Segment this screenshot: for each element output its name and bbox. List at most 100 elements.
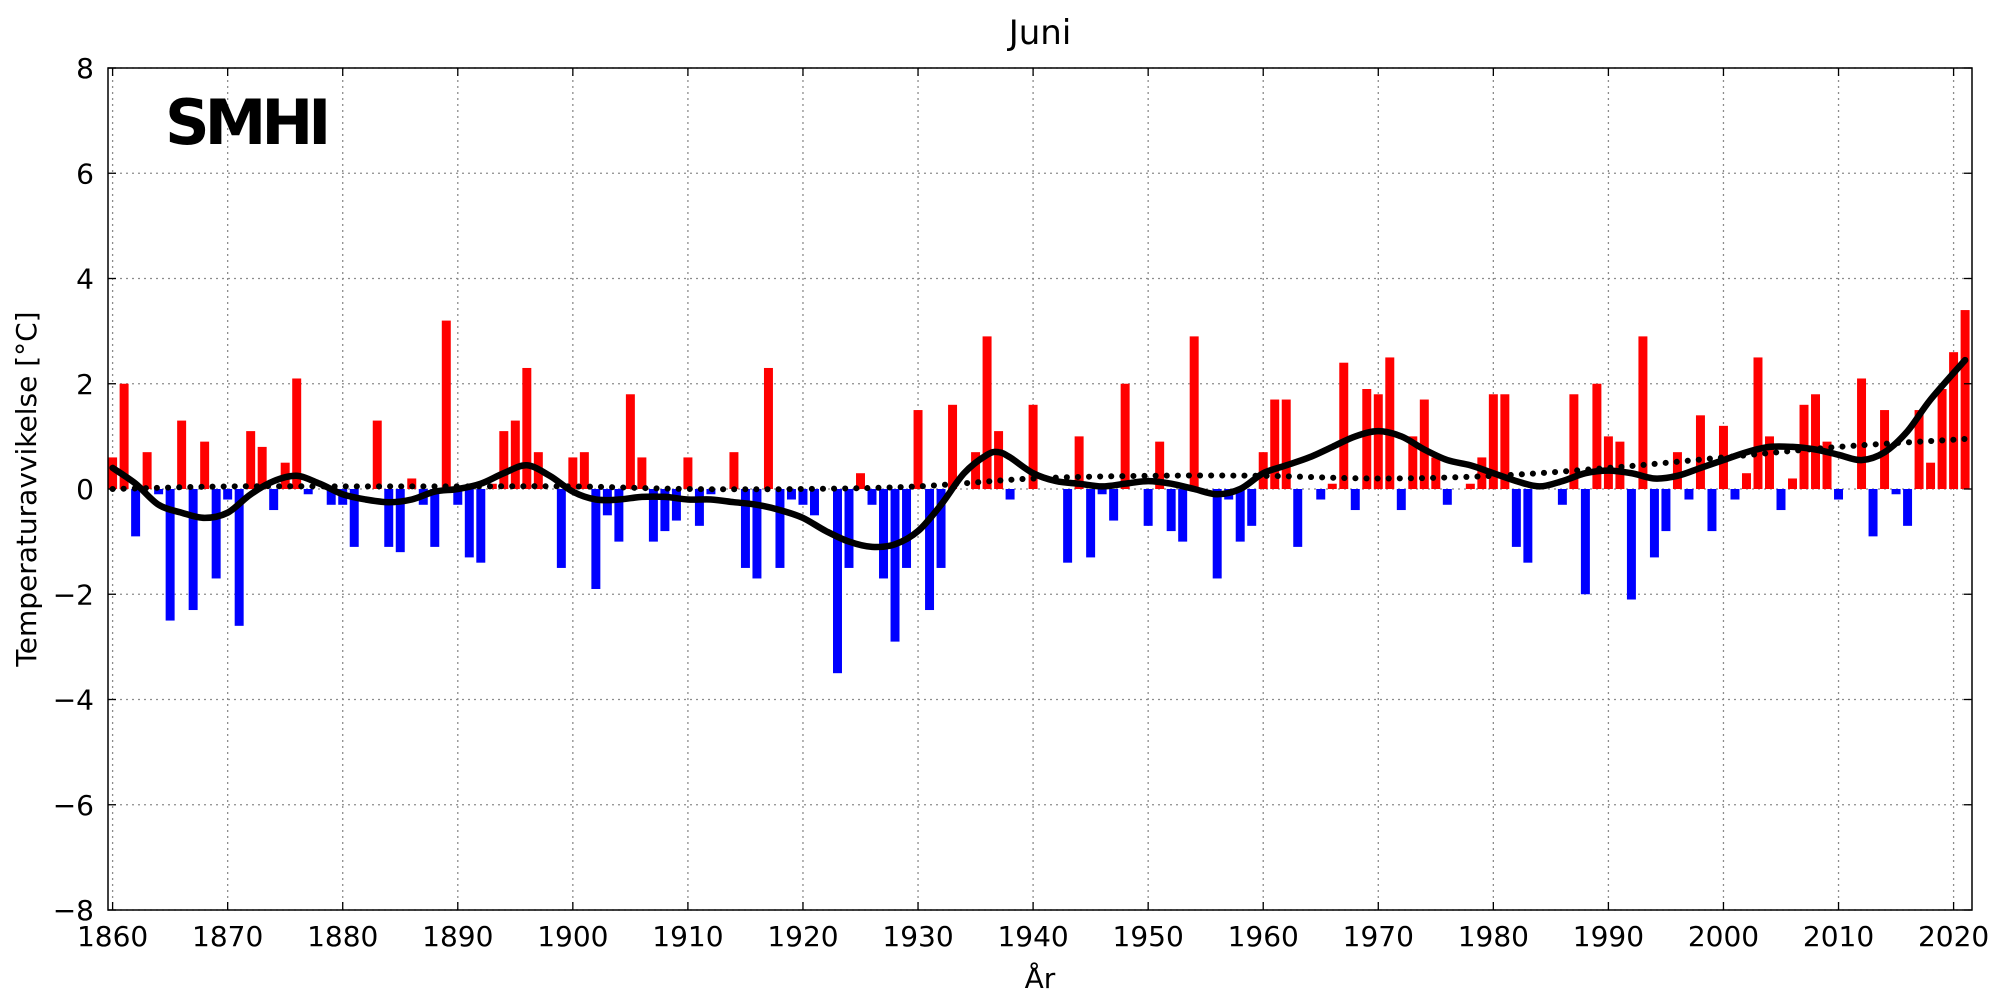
bar-negative [890, 489, 900, 642]
x-tick-label: 1980 [1458, 920, 1529, 953]
x-tick-label: 1940 [997, 920, 1068, 953]
x-tick-label: 1860 [77, 920, 148, 953]
bar-negative [1707, 489, 1717, 532]
bar-negative [867, 489, 877, 505]
x-tick-label: 1920 [767, 920, 838, 953]
bar-negative [1891, 489, 1901, 495]
bar-positive [971, 452, 981, 489]
bar-positive [1926, 462, 1936, 489]
bar-negative [1580, 489, 1590, 595]
bars [108, 310, 1970, 674]
bar-negative [1730, 489, 1740, 500]
bar-positive [982, 336, 992, 489]
bar-positive [1120, 383, 1130, 489]
bar-negative [786, 489, 796, 500]
bar-negative [1143, 489, 1153, 526]
bar-positive [1695, 415, 1705, 489]
bar-positive [1419, 399, 1429, 489]
bar-positive [119, 383, 129, 489]
bar-positive [1788, 478, 1797, 489]
tick-labels: 1860 1870 1880 1890 1900 1910 1920 1930 1940 1950… [53, 52, 1990, 953]
bar-positive [568, 457, 578, 489]
smooth-layer [109, 356, 1969, 551]
bar-positive [1500, 394, 1510, 489]
bar-positive [1373, 394, 1383, 489]
bar-positive [372, 420, 382, 489]
bar-negative [694, 489, 704, 526]
bar-positive [1857, 378, 1867, 489]
bar-positive [108, 457, 118, 489]
y-tick-label: 8 [76, 52, 94, 85]
bar-positive [1339, 362, 1349, 489]
bar-negative [131, 489, 141, 537]
y-tick-label: −4 [53, 684, 94, 717]
bar-positive [729, 452, 739, 489]
bar-positive [1672, 452, 1682, 489]
bar-negative [1776, 489, 1786, 511]
bar-positive [1477, 457, 1487, 489]
bar-negative [844, 489, 854, 568]
bar-positive [1753, 357, 1763, 489]
bar-negative [453, 489, 463, 505]
bar-negative [223, 489, 233, 500]
bar-positive [683, 457, 693, 489]
bar-positive [292, 378, 302, 489]
bar-negative [1649, 489, 1659, 558]
bar-negative [384, 489, 394, 547]
bar-positive [763, 367, 773, 489]
bar-negative [1178, 489, 1188, 542]
bar-negative [165, 489, 175, 621]
bar-positive [579, 452, 589, 489]
bar-positive [1569, 394, 1579, 489]
bar-positive [1408, 436, 1418, 489]
bar-negative [1212, 489, 1222, 579]
bar-positive [1949, 352, 1959, 489]
bar-negative [211, 489, 221, 579]
bar-positive [142, 452, 152, 489]
bar-positive [177, 420, 187, 489]
bar-negative [1293, 489, 1303, 547]
bar-negative [925, 489, 935, 611]
bar-positive [1465, 483, 1475, 489]
chart-title: Juni [1007, 13, 1072, 53]
bar-negative [614, 489, 624, 542]
bar-positive [1914, 410, 1924, 489]
bar-negative [556, 489, 566, 568]
bar-positive [1741, 473, 1751, 489]
x-axis-title: År [1025, 961, 1056, 995]
bar-positive [1960, 310, 1970, 489]
y-axis-title: Temperaturavvikelse [°C] [10, 311, 43, 667]
bar-negative [1247, 489, 1257, 526]
x-tick-label: 1950 [1113, 920, 1184, 953]
bar-negative [752, 489, 762, 579]
bar-negative [879, 489, 889, 579]
bar-negative [395, 489, 405, 553]
bar-negative [1868, 489, 1878, 537]
x-tick-label: 1900 [537, 920, 608, 953]
bar-positive [1811, 394, 1821, 489]
bar-negative [1005, 489, 1015, 500]
bar-negative [154, 489, 164, 495]
bar-negative [1316, 489, 1326, 500]
bar-negative [809, 489, 819, 516]
bar-negative [1097, 489, 1107, 495]
x-tick-label: 1960 [1228, 920, 1299, 953]
bar-positive [1603, 436, 1613, 489]
ticks [108, 67, 1972, 911]
bar-positive [1189, 336, 1199, 489]
bar-negative [902, 489, 912, 568]
bar-positive [1385, 357, 1395, 489]
smhi-logo: SMHI [165, 86, 326, 159]
bar-negative [591, 489, 601, 589]
bar-negative [1086, 489, 1096, 558]
bar-positive [1327, 483, 1337, 489]
x-tick-label: 1890 [422, 920, 493, 953]
bar-positive [499, 431, 509, 489]
bar-negative [671, 489, 681, 521]
y-tick-label: −2 [53, 578, 94, 611]
bar-positive [246, 431, 256, 489]
bar-negative [1903, 489, 1913, 526]
bar-positive [522, 367, 532, 489]
bar-positive [1028, 404, 1038, 489]
bar-positive [1155, 441, 1165, 489]
